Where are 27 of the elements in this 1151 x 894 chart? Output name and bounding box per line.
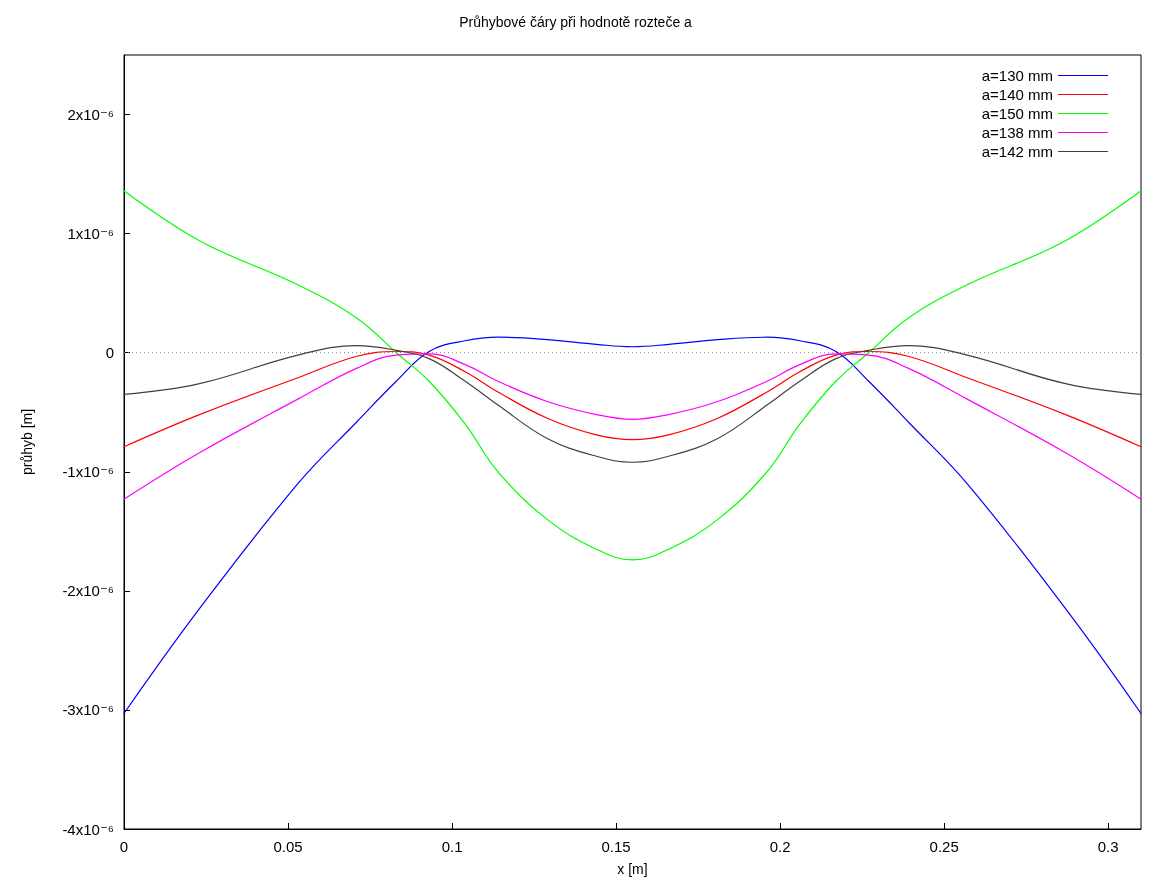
- y-tick-label: 2x10⁻⁶: [67, 106, 114, 124]
- x-tick-label: 0.3: [1097, 838, 1119, 855]
- line-series: [123, 336, 1142, 715]
- legend-label: a=138 mm: [981, 124, 1053, 141]
- line-series: [123, 344, 1142, 463]
- x-tick-label: 0.05: [273, 838, 303, 855]
- y-axis-title: průhyb [m]: [19, 408, 35, 476]
- line-series: [123, 353, 1142, 500]
- line-series: [123, 350, 1142, 448]
- legend-label: a=140 mm: [981, 86, 1053, 103]
- legend-label: a=150 mm: [981, 105, 1053, 122]
- y-tick-label: -3x10⁻⁶: [62, 701, 114, 719]
- y-tick-label: -4x10⁻⁶: [62, 820, 114, 838]
- y-tick-label: -1x10⁻⁶: [62, 463, 114, 481]
- x-tick-label: 0.25: [929, 838, 959, 855]
- line-series: [123, 190, 1142, 561]
- x-tick-label: 0.15: [601, 838, 631, 855]
- x-axis-title: x [m]: [617, 861, 648, 877]
- legend-label: a=142 mm: [981, 143, 1053, 160]
- x-tick-label: 0.1: [441, 838, 463, 855]
- y-tick-label: 0: [105, 344, 114, 362]
- y-tick-label: -2x10⁻⁶: [62, 582, 114, 600]
- chart-title: Průhybové čáry při hodnotě rozteče a: [459, 14, 693, 30]
- legend-label: a=130 mm: [981, 67, 1053, 84]
- x-tick-label: 0.2: [769, 838, 791, 855]
- y-tick-label: 1x10⁻⁶: [67, 225, 114, 243]
- x-tick-label: 0: [119, 838, 129, 855]
